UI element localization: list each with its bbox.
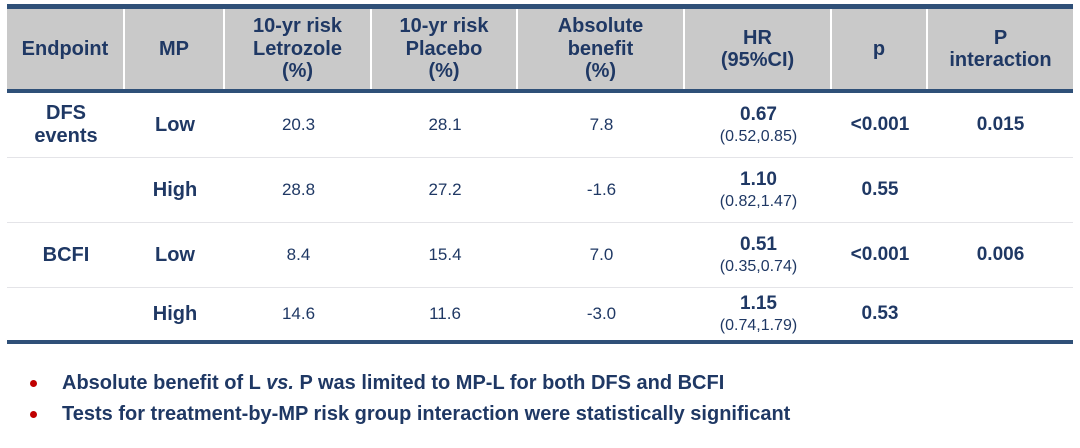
cell-endpoint: [7, 158, 125, 222]
table-row: DFS events Low 20.3 28.1 7.8 0.67 (0.52,…: [7, 93, 1073, 158]
cell-p: 0.55: [861, 179, 899, 201]
col-header-p: p: [832, 9, 928, 89]
table-header-row: Endpoint MP 10-yr risk Letrozole (%) 10-…: [7, 4, 1073, 93]
col-header-letrozole: 10-yr risk Letrozole (%): [225, 9, 372, 89]
hr-ci: (0.35,0.74): [719, 257, 798, 275]
cell-p-interaction: [928, 158, 1073, 222]
bullet-item: Tests for treatment-by-MP risk group int…: [30, 403, 1050, 425]
cell-benefit: -1.6: [586, 180, 617, 200]
cell-benefit: 7.0: [589, 245, 614, 265]
cell-p: 0.53: [861, 303, 899, 325]
table-row: High 14.6 11.6 -3.0 1.15 (0.74,1.79) 0.5…: [7, 288, 1073, 344]
cell-endpoint: DFS events: [34, 102, 98, 147]
table-row: High 28.8 27.2 -1.6 1.10 (0.82,1.47) 0.5…: [7, 158, 1073, 223]
hr-value: 0.51: [740, 234, 777, 256]
cell-placebo: 15.4: [428, 245, 462, 265]
cell-mp: Low: [155, 243, 195, 266]
bullet-text-post: P was limited to MP-L for both DFS and B…: [293, 372, 725, 394]
cell-hr: 0.51 (0.35,0.74): [685, 223, 832, 287]
summary-bullets: Absolute benefit of L vs. P was limited …: [30, 372, 1050, 434]
hr-value: 1.15: [740, 293, 777, 315]
bullet-dot-icon: [30, 411, 37, 418]
col-header-hr: HR (95%CI): [685, 9, 832, 89]
col-header-benefit: Absolute benefit (%): [518, 9, 685, 89]
hr-value: 1.10: [740, 169, 777, 191]
cell-hr: 1.10 (0.82,1.47): [685, 158, 832, 222]
col-header-placebo: 10-yr risk Placebo (%): [372, 9, 518, 89]
bullet-text-pre: Tests for treatment-by-MP risk group int…: [62, 403, 791, 425]
bullet-text-italic: vs.: [266, 372, 294, 394]
col-header-mp: MP: [125, 9, 225, 89]
cell-placebo: 11.6: [429, 304, 461, 324]
cell-p: <0.001: [850, 114, 910, 136]
cell-placebo: 27.2: [428, 180, 462, 200]
cell-endpoint: [7, 288, 125, 340]
results-table: Endpoint MP 10-yr risk Letrozole (%) 10-…: [7, 4, 1073, 344]
cell-letrozole: 8.4: [286, 245, 311, 265]
hr-ci: (0.74,1.79): [719, 316, 798, 334]
cell-benefit: -3.0: [586, 304, 617, 324]
col-header-p-interaction: P interaction: [949, 26, 1052, 71]
col-header-endpoint: Endpoint: [7, 9, 125, 89]
bullet-text: Absolute benefit of L vs. P was limited …: [62, 372, 724, 394]
cell-p-interaction: 0.015: [976, 114, 1025, 136]
table-row: BCFI Low 8.4 15.4 7.0 0.51 (0.35,0.74) <…: [7, 223, 1073, 288]
cell-placebo: 28.1: [428, 115, 462, 135]
cell-hr: 0.67 (0.52,0.85): [685, 93, 832, 157]
bullet-item: Absolute benefit of L vs. P was limited …: [30, 372, 1050, 394]
bullet-text-pre: Absolute benefit of L: [62, 372, 267, 394]
cell-letrozole: 20.3: [281, 115, 316, 135]
cell-hr: 1.15 (0.74,1.79): [685, 288, 832, 340]
bullet-dot-icon: [30, 380, 37, 387]
hr-ci: (0.52,0.85): [719, 127, 798, 145]
hr-value: 0.67: [740, 104, 777, 126]
cell-mp: High: [152, 302, 198, 325]
cell-letrozole: 28.8: [281, 180, 316, 200]
hr-ci: (0.82,1.47): [719, 192, 798, 210]
cell-endpoint: BCFI: [42, 243, 90, 266]
cell-p-interaction: 0.006: [976, 244, 1025, 266]
bullet-text: Tests for treatment-by-MP risk group int…: [62, 403, 790, 425]
cell-p-interaction: [928, 288, 1073, 340]
cell-benefit: 7.8: [589, 115, 614, 135]
cell-p: <0.001: [850, 244, 910, 266]
cell-letrozole: 14.6: [281, 304, 316, 324]
cell-mp: High: [152, 178, 198, 201]
cell-mp: Low: [155, 113, 195, 136]
